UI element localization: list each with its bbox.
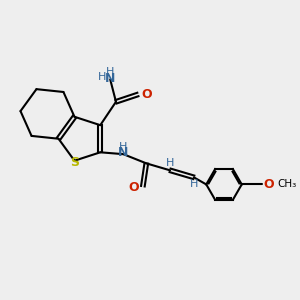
Text: H: H (190, 179, 198, 189)
Text: H: H (98, 72, 106, 82)
Text: CH₃: CH₃ (278, 179, 297, 189)
Text: O: O (141, 88, 152, 101)
Text: H: H (106, 67, 114, 77)
Text: H: H (119, 142, 128, 152)
Text: O: O (263, 178, 274, 191)
Text: N: N (105, 71, 116, 85)
Text: N: N (118, 146, 128, 159)
Text: H: H (166, 158, 174, 168)
Text: S: S (70, 156, 79, 170)
Text: O: O (128, 181, 139, 194)
